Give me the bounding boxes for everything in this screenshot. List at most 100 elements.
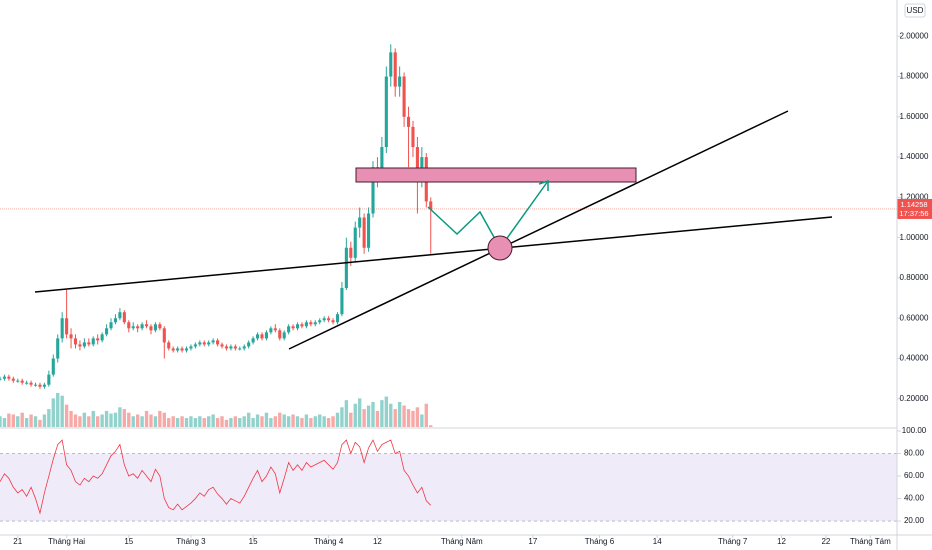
volume-bar <box>96 416 100 427</box>
candle-body <box>189 346 193 349</box>
volume-bar <box>309 418 313 427</box>
candle-body <box>136 326 140 329</box>
candle-body <box>33 384 38 386</box>
volume-bar <box>189 416 193 427</box>
candle-body <box>415 147 419 178</box>
candle-body <box>313 322 317 325</box>
volume-bar <box>331 416 335 427</box>
volume-bar <box>229 418 233 427</box>
candle-body <box>42 384 46 387</box>
candle-body <box>20 380 24 383</box>
candle-body <box>176 348 180 351</box>
volume-bar <box>251 418 255 427</box>
candle-body <box>224 346 229 349</box>
volume-bar <box>162 412 166 427</box>
volume-bar <box>322 416 326 427</box>
volume-bar <box>420 414 424 427</box>
rsi-band <box>0 453 897 522</box>
x-tick-label: Tháng 4 <box>314 537 344 546</box>
volume-bar <box>135 414 140 427</box>
support-circle[interactable] <box>487 235 513 261</box>
candle-body <box>105 328 109 335</box>
y-tick-label: 1.40000 <box>900 152 929 161</box>
x-tick-label: 14 <box>653 537 662 546</box>
volume-bar <box>47 409 51 427</box>
volume-bar <box>375 410 380 427</box>
volume-bar <box>278 412 282 427</box>
candle-body <box>358 217 362 228</box>
volume-bar <box>242 416 246 427</box>
candle-body <box>220 344 224 347</box>
candle-body <box>198 342 202 345</box>
candle-body <box>193 344 197 347</box>
candle-body <box>29 382 33 385</box>
candle-body <box>100 334 104 341</box>
candle-body <box>158 324 162 329</box>
volume-bar <box>353 403 357 427</box>
candle-body <box>273 328 277 331</box>
x-tick-label: Tháng 3 <box>176 537 206 546</box>
volume-bar <box>82 412 87 427</box>
projection-path[interactable] <box>427 180 549 250</box>
y-tick-label: 0.60000 <box>900 313 929 322</box>
currency-box[interactable] <box>904 3 926 18</box>
candle-body <box>38 384 42 387</box>
candle-body <box>353 227 357 258</box>
candle-body <box>2 376 6 379</box>
volume-bar <box>238 418 242 427</box>
candle-body <box>362 217 366 248</box>
volume-bar <box>389 403 393 427</box>
candle-body <box>260 334 264 339</box>
volume-bar <box>220 416 224 427</box>
candle-body <box>287 326 291 333</box>
candle-body <box>340 288 344 315</box>
candle-body <box>11 378 15 381</box>
resistance-zone[interactable] <box>355 167 637 183</box>
candle-body <box>144 324 149 327</box>
volume-bar <box>91 410 95 427</box>
volume-bar <box>180 416 184 427</box>
candle-body <box>60 318 64 339</box>
candle-body <box>180 348 184 351</box>
candle-body <box>149 326 153 331</box>
candle-body <box>171 348 175 351</box>
candle-body <box>162 328 166 343</box>
candle-body <box>429 201 433 210</box>
volume-bar <box>255 414 260 427</box>
volume-bar <box>326 418 331 427</box>
volume-bar <box>273 416 278 427</box>
volume-bar <box>246 412 251 427</box>
candle-body <box>304 322 308 327</box>
candle-body <box>69 334 73 339</box>
volume-bar <box>109 413 113 427</box>
y-tick-label: 0.80000 <box>900 273 929 282</box>
candle-body <box>318 320 322 323</box>
volume-bar <box>20 412 24 427</box>
volume-bar <box>198 416 202 427</box>
x-tick-label: 12 <box>373 537 382 546</box>
candle-body <box>202 342 206 345</box>
volume-bar <box>167 418 171 427</box>
trend-line[interactable] <box>34 216 833 293</box>
volume-bar <box>0 416 2 427</box>
volume-bar <box>60 395 64 427</box>
volume-bar <box>193 418 198 427</box>
candle-body <box>242 346 246 349</box>
x-tick-label: Tháng Tám <box>850 537 891 546</box>
candle-body <box>282 332 286 339</box>
volume-bar <box>131 416 135 427</box>
volume-bar <box>402 405 406 427</box>
candle-body <box>233 346 237 349</box>
candle-body <box>295 324 300 329</box>
drawings <box>34 110 833 350</box>
volume-bar <box>313 416 317 427</box>
volume-bar <box>291 414 295 427</box>
volume-bar <box>406 409 411 427</box>
last-price-box <box>897 198 932 219</box>
candle-body <box>238 348 242 350</box>
candle-body <box>327 318 331 321</box>
trend-line[interactable] <box>288 110 789 350</box>
volume-bar <box>202 418 206 427</box>
candle-body <box>331 320 335 323</box>
